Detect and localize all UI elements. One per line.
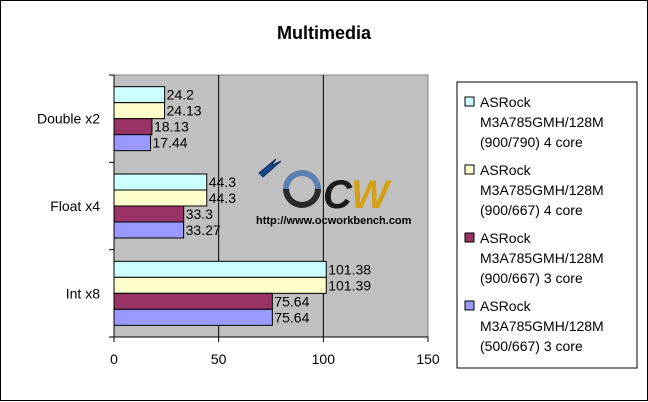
value-label: 24.13 [167,103,202,119]
category-label: Double x2 [37,111,100,127]
legend-swatch-s1 [464,232,475,243]
bar-double-x2-s2 [113,102,166,120]
ocw-logo: C W [258,158,392,217]
legend-label: ASRock [480,230,532,246]
value-label: 101.39 [328,277,371,293]
x-tick-label: 150 [416,351,440,367]
x-tick-label: 50 [211,351,227,367]
value-label: 33.27 [186,222,221,238]
bar-double-x2-s0 [113,134,152,152]
bar-double-x2-s3 [113,86,166,104]
legend-label: (900/667) 4 core [480,202,583,218]
legend-label: M3A785GMH/128M [480,114,604,130]
axes [109,74,429,342]
legend-label: M3A785GMH/128M [480,182,604,198]
value-label: 18.13 [154,119,189,135]
value-label: 33.3 [186,206,213,222]
value-label: 75.64 [274,293,309,309]
watermark-url: http://www.ocworkbench.com [256,215,412,227]
legend-swatch-s2 [464,164,475,175]
svg-text:C: C [323,173,353,217]
legend-label: ASRock [480,162,532,178]
value-label: 44.3 [209,174,236,190]
legend-label: (900/667) 3 core [480,270,583,286]
legend-label: (900/790) 4 core [480,134,583,150]
svg-text:W: W [351,173,392,217]
bar-double-x2-s1 [113,118,153,136]
bars: 101.38101.3975.6475.6444.344.333.333.272… [113,86,371,326]
x-tick-label: 100 [312,351,336,367]
bar-float-x4-s3 [113,173,208,191]
bar-int-x8-s1 [113,292,273,310]
bar-float-x4-s2 [113,189,208,207]
legend-label: M3A785GMH/128M [480,250,604,266]
legend-entries: ASRock M3A785GMH/128M (900/790) 4 core ASRo… [464,94,604,354]
tick-labels: 0 50 100 150 [110,351,440,367]
ocw-watermark: C W http://www.ocworkbench.com [256,158,412,227]
legend-label: ASRock [480,298,532,314]
bar-float-x4-s0 [113,221,185,239]
category-labels: Int x8 Float x4 Double x2 [37,111,100,302]
bar-int-x8-s2 [113,276,327,294]
value-label: 75.64 [274,309,309,325]
chart-title: Multimedia [277,23,372,43]
legend-label: ASRock [480,94,532,110]
legend-swatch-s0 [464,300,475,311]
legend-swatch-s3 [464,96,475,107]
value-label: 17.44 [153,135,188,151]
legend-label: M3A785GMH/128M [480,318,604,334]
bar-int-x8-s3 [113,260,327,278]
bar-int-x8-s0 [113,308,273,326]
value-label: 44.3 [209,190,236,206]
category-label: Float x4 [50,198,100,214]
x-tick-label: 0 [110,351,118,367]
value-label: 24.2 [167,87,194,103]
legend-label: (500/667) 3 core [480,338,583,354]
category-label: Int x8 [66,285,100,301]
value-label: 101.38 [328,261,371,277]
legend [456,81,638,369]
bar-float-x4-s1 [113,205,185,223]
